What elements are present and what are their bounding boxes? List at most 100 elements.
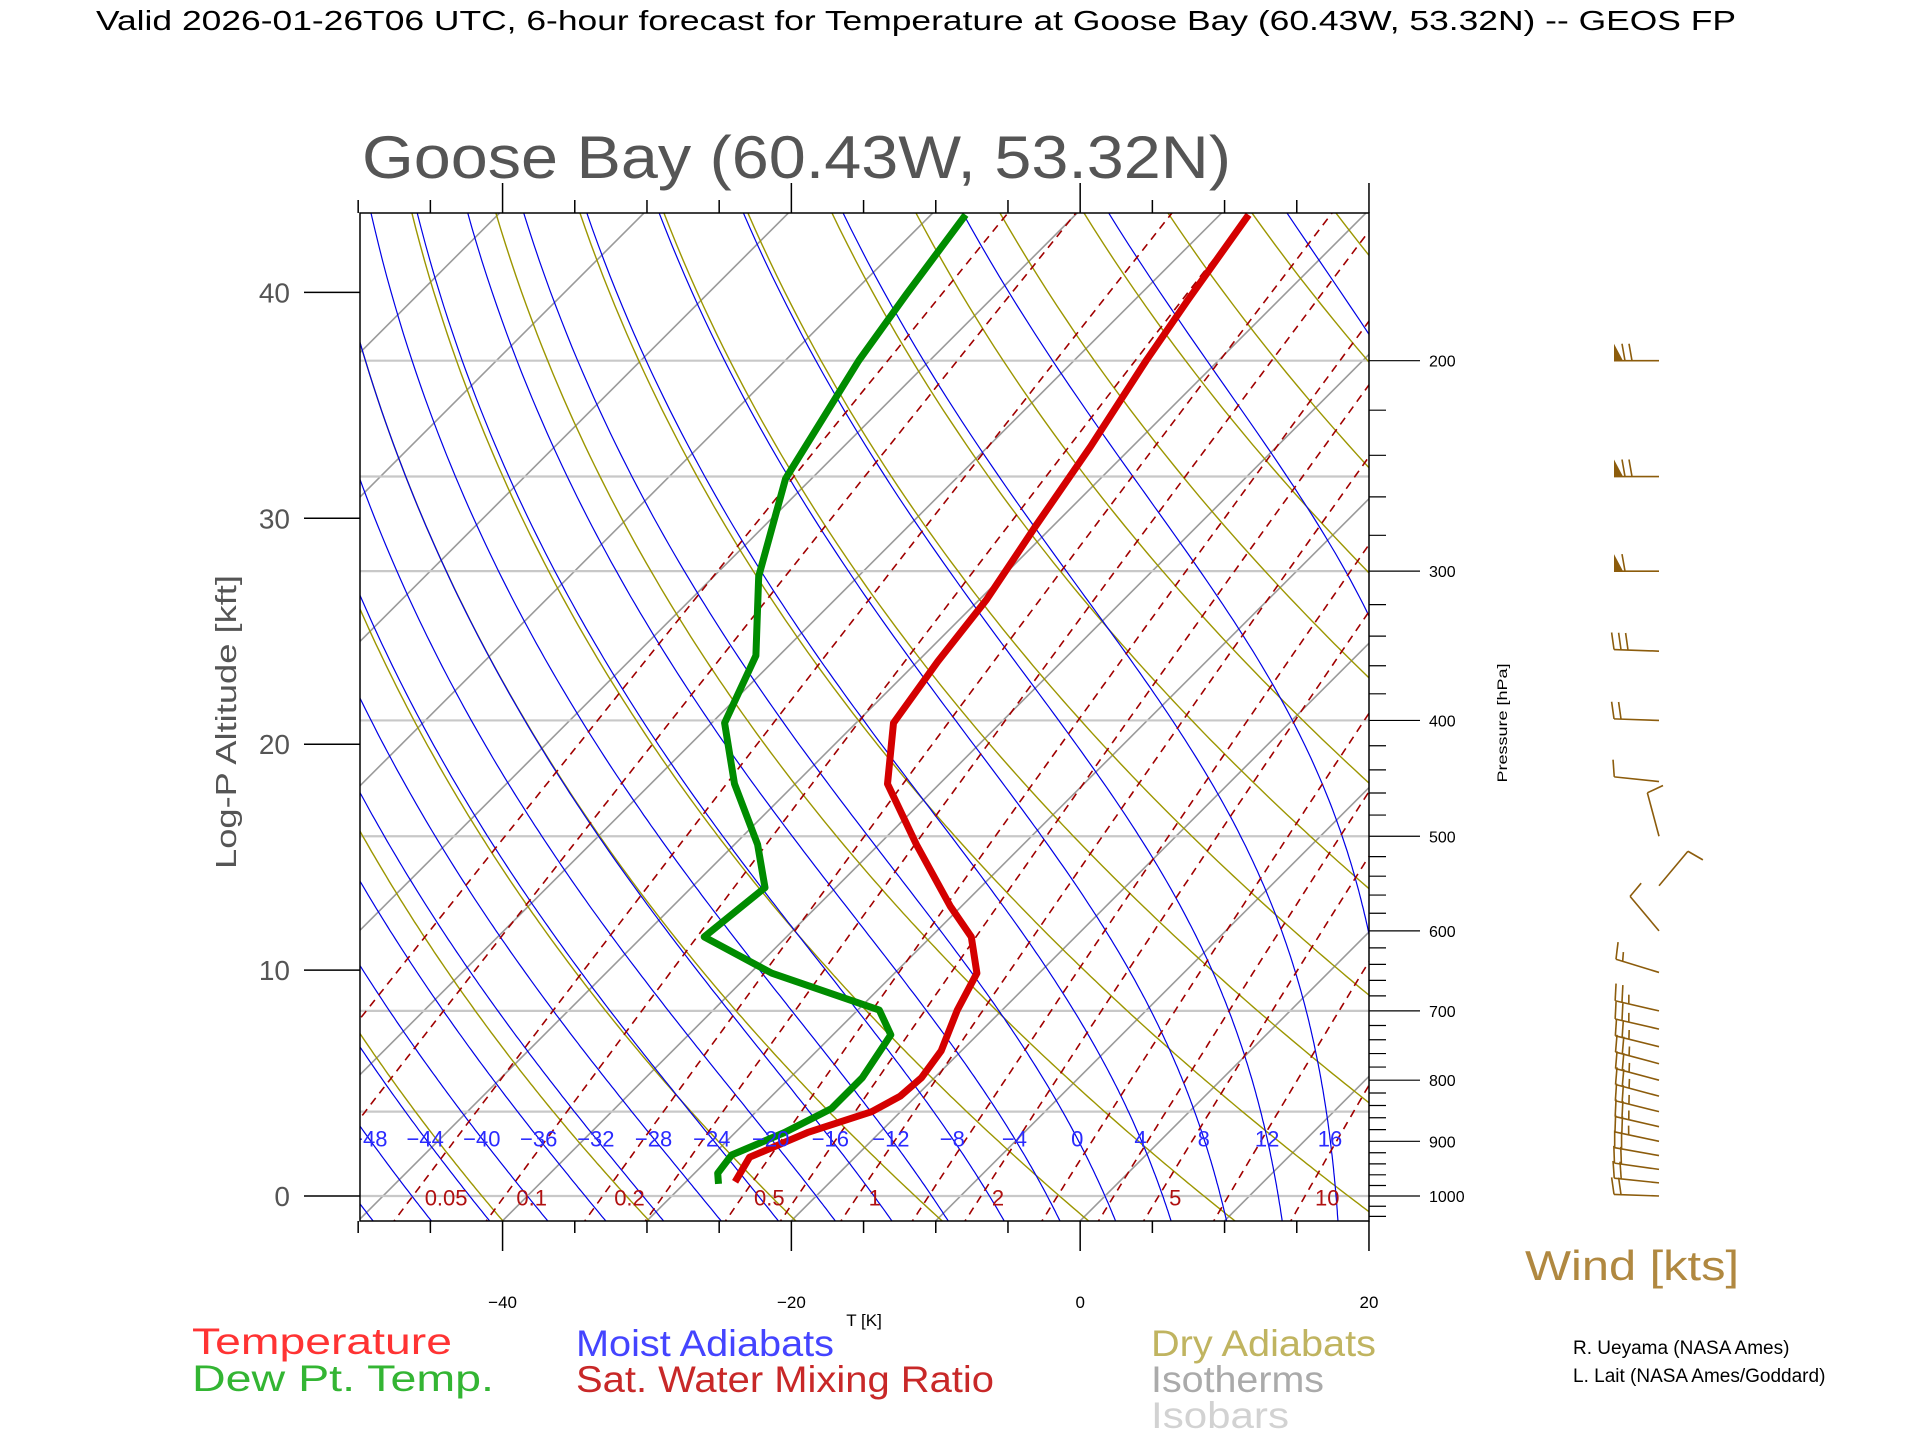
isotherm-line bbox=[1508, 176, 1920, 1227]
wind-barb bbox=[1629, 882, 1660, 932]
moist-adiabat-label: −40 bbox=[463, 1126, 500, 1151]
wind-label: Wind [kts] bbox=[1525, 1242, 1739, 1289]
moist-adiabat-line bbox=[1107, 213, 1369, 618]
dry-adiabat-line bbox=[1391, 176, 1920, 1227]
y-left-tick-label: 30 bbox=[259, 503, 290, 534]
mixing-ratio-line bbox=[1446, 176, 1920, 1227]
wind-barb-full bbox=[1628, 459, 1633, 477]
dry-adiabat-line bbox=[360, 1032, 504, 1221]
dry-adiabat-line bbox=[1251, 213, 1369, 364]
moist-adiabat-line bbox=[370, 213, 950, 1221]
dry-adiabat-line bbox=[1083, 213, 1369, 574]
isotherm-line bbox=[360, 213, 501, 354]
moist-adiabat-label: −8 bbox=[940, 1126, 965, 1151]
isotherm-line bbox=[0, 176, 104, 1227]
y-right-tick-label: 700 bbox=[1429, 1004, 1456, 1021]
isotherm-line bbox=[360, 213, 1079, 932]
wind-barb bbox=[1613, 1145, 1660, 1171]
moist-adiabat-line bbox=[658, 213, 1228, 1221]
wind-barb-full bbox=[1614, 1083, 1618, 1101]
moist-adiabat-line bbox=[0, 176, 201, 1227]
moist-adiabat-line bbox=[586, 213, 1172, 1221]
x-tick-label: −20 bbox=[777, 1293, 806, 1312]
wind-barb bbox=[1614, 343, 1659, 362]
mixing-ratio-line bbox=[1289, 1083, 1369, 1221]
moist-adiabat-label: 16 bbox=[1318, 1126, 1342, 1151]
wind-barb bbox=[1610, 701, 1660, 722]
figure-title: Valid 2026-01-26T06 UTC, 6-hour forecast… bbox=[96, 5, 1736, 36]
wind-barb-shaft bbox=[1615, 1067, 1660, 1081]
wind-barb-shaft bbox=[1615, 1035, 1660, 1048]
dry-adiabat-line bbox=[360, 829, 651, 1221]
mixing-ratio-label: 0.05 bbox=[425, 1186, 468, 1211]
wind-barb bbox=[1614, 459, 1659, 478]
wind-barb-full bbox=[1613, 1145, 1616, 1164]
dry-adiabat-line bbox=[915, 213, 1369, 784]
moist-adiabat-line bbox=[467, 213, 1061, 1221]
wind-barb bbox=[1614, 1051, 1660, 1081]
wind-barb-full bbox=[1621, 343, 1626, 361]
mixing-ratio-label: 5 bbox=[1169, 1186, 1181, 1211]
wind-barb-full bbox=[1621, 1036, 1625, 1054]
isotherm-line bbox=[790, 642, 1369, 1221]
wind-barb-full bbox=[1619, 1161, 1623, 1179]
mixing-ratio-line bbox=[583, 213, 1334, 1221]
moist-adiabat-label: −16 bbox=[812, 1126, 849, 1151]
wind-barb-full bbox=[1621, 1116, 1624, 1134]
wind-barb-full bbox=[1614, 1034, 1618, 1053]
isotherm-line bbox=[1367, 1219, 1369, 1221]
dry-adiabat-line bbox=[1555, 176, 1920, 1227]
moist-adiabat-label: 8 bbox=[1198, 1126, 1210, 1151]
wind-barb-full bbox=[1621, 1003, 1624, 1021]
dry-adiabat-line bbox=[1473, 176, 1920, 1227]
wind-barb-full bbox=[1629, 882, 1642, 897]
wind-barb bbox=[1658, 850, 1704, 887]
wind-barb-full bbox=[1610, 632, 1615, 650]
mixing-ratio-label: 0.2 bbox=[614, 1186, 645, 1211]
mixing-ratio-label: 1 bbox=[869, 1186, 881, 1211]
wind-barb-full bbox=[1610, 1177, 1615, 1195]
wind-barb-full bbox=[1610, 701, 1615, 719]
moist-adiabat-line bbox=[416, 213, 1005, 1221]
moist-adiabat-line bbox=[360, 1045, 491, 1221]
wind-barb-full bbox=[1614, 1099, 1617, 1117]
dry-adiabat-line bbox=[0, 176, 67, 1227]
wind-barb-shaft bbox=[1615, 958, 1660, 974]
wind-barb-full bbox=[1617, 1177, 1622, 1195]
wind-barb-shaft bbox=[1615, 1051, 1660, 1065]
moist-adiabat-line bbox=[1619, 176, 1741, 1227]
moist-adiabat-line bbox=[360, 593, 780, 1221]
x-tick-label: 20 bbox=[1360, 1293, 1379, 1312]
moist-adiabat-label: 4 bbox=[1134, 1126, 1146, 1151]
y-axis-right-label: Pressure [hPa] bbox=[1494, 664, 1510, 783]
y-right-tick-label: 400 bbox=[1429, 713, 1456, 730]
mixing-ratio-line bbox=[485, 213, 1251, 1221]
isotherm-line bbox=[360, 213, 790, 643]
y-axis-left-label: Log-P Altitude [kft] bbox=[211, 575, 243, 869]
wind-barb-full bbox=[1619, 1146, 1623, 1165]
dry-adiabat-line bbox=[663, 213, 1369, 1104]
mixing-ratio-label: 2 bbox=[992, 1186, 1004, 1211]
wind-barb-full bbox=[1612, 759, 1616, 777]
dry-adiabat-line bbox=[1335, 213, 1369, 257]
wind-barb bbox=[1614, 1001, 1660, 1030]
moist-adiabat-line bbox=[360, 791, 665, 1221]
mixing-ratio-line bbox=[839, 455, 1369, 1221]
wind-barb-shaft bbox=[1614, 1177, 1660, 1184]
dry-adiabat-line bbox=[999, 213, 1369, 679]
wind-barb-full bbox=[1621, 985, 1624, 1003]
wind-barb-full bbox=[1628, 343, 1633, 361]
wind-barb-shaft bbox=[1614, 776, 1660, 783]
mixing-ratio-line bbox=[1379, 176, 1920, 1227]
y-left-tick-label: 10 bbox=[259, 955, 290, 986]
wind-barb bbox=[1614, 553, 1659, 572]
mixing-ratio-line bbox=[911, 543, 1369, 1221]
dry-adiabat-line bbox=[0, 176, 361, 1227]
moist-adiabat-label: −48 bbox=[350, 1126, 387, 1151]
chart-subtitle: Goose Bay (60.43W, 53.32N) bbox=[362, 124, 1231, 191]
moist-adiabat-line bbox=[1286, 213, 1369, 336]
moist-adiabat-line bbox=[0, 176, 318, 1227]
mixing-ratio-label: 0.5 bbox=[754, 1186, 785, 1211]
wind-barb bbox=[1614, 983, 1660, 1012]
wind-barb-full bbox=[1621, 1020, 1625, 1038]
